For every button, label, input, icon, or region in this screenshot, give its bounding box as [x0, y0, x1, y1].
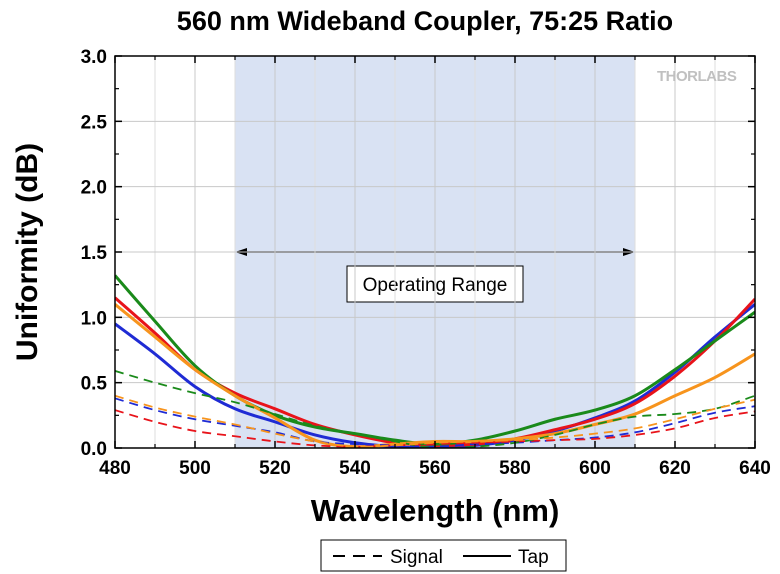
- tap-series-line: [115, 303, 755, 448]
- y-tick-label: 3.0: [81, 47, 107, 68]
- x-tick-label: 600: [579, 458, 611, 479]
- x-tick-label: 560: [419, 458, 451, 479]
- signal-series-line: [115, 370, 755, 448]
- signal-series-line: [115, 394, 755, 448]
- y-tick-label: 1.0: [81, 308, 107, 329]
- chart-title: 560 nm Wideband Coupler, 75:25 Ratio: [177, 6, 673, 36]
- x-tick-label: 620: [659, 458, 691, 479]
- legend-label-signal: Signal: [390, 547, 443, 568]
- legend: Signal Tap: [320, 539, 567, 572]
- y-tick-label: 1.5: [81, 243, 108, 264]
- x-tick-label: 500: [179, 458, 211, 479]
- logo-text: THORLABS: [657, 68, 737, 85]
- x-tick-label: 540: [339, 458, 371, 479]
- signal-series-line: [115, 397, 755, 448]
- y-axis-label: Uniformity (dB): [11, 143, 44, 361]
- x-tick-label: 520: [259, 458, 291, 479]
- x-axis-label: Wavelength (nm): [311, 493, 560, 528]
- x-tick-label: 580: [499, 458, 531, 479]
- x-tick-label: 480: [99, 458, 131, 479]
- y-tick-label: 2.5: [81, 112, 108, 133]
- legend-label-tap: Tap: [518, 547, 549, 568]
- y-tick-label: 0.5: [81, 374, 108, 395]
- x-tick-label: 640: [739, 458, 771, 479]
- y-tick-label: 0.0: [81, 439, 107, 460]
- thorlabs-logo: THORLABS: [657, 68, 737, 85]
- y-tick-label: 2.0: [81, 178, 107, 199]
